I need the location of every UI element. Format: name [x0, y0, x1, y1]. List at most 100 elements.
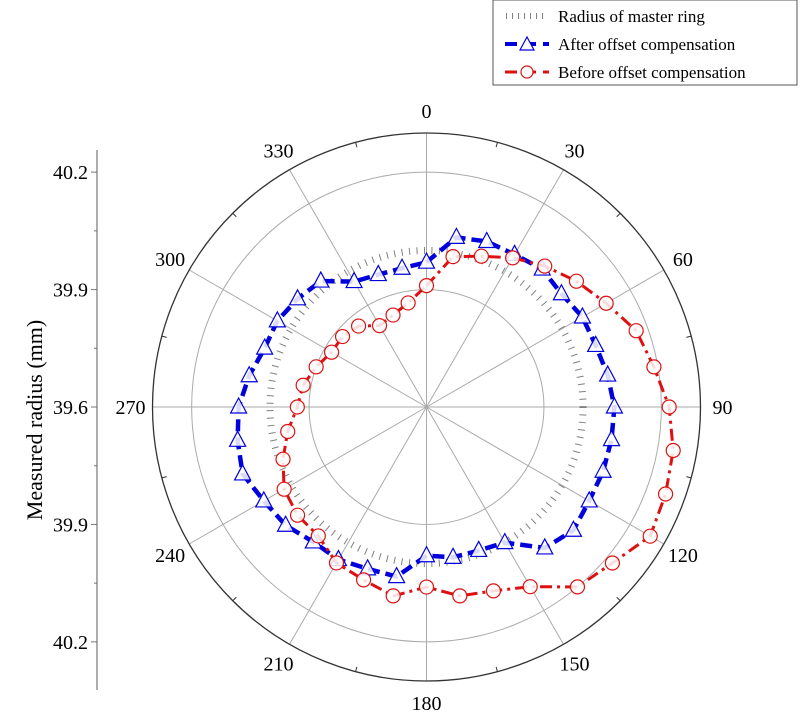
- data-point-circle: [522, 579, 538, 595]
- data-point-circle: [280, 423, 296, 440]
- grid-spoke: [426, 169, 564, 408]
- legend-swatch-before: [505, 65, 549, 79]
- angle-tick-label: 300: [155, 249, 185, 271]
- data-point-triangle: [311, 270, 330, 288]
- grid-spoke: [426, 406, 564, 645]
- data-point-circle: [642, 528, 658, 544]
- angle-tick-label: 330: [264, 141, 294, 163]
- outer-circle: [151, 132, 702, 682]
- data-point-triangle: [598, 364, 617, 382]
- legend-label-master-ring: Radius of master ring: [558, 7, 705, 26]
- data-point-circle: [646, 359, 662, 375]
- radial-tick-label: 40.2: [53, 632, 88, 654]
- data-point-triangle: [444, 547, 463, 564]
- data-point-circle: [418, 278, 435, 294]
- grid-spoke: [188, 269, 427, 408]
- outer-minor-tick: [616, 212, 621, 218]
- data-point-triangle: [495, 532, 514, 550]
- data-point-triangle: [369, 264, 388, 282]
- data-point-triangle: [345, 271, 364, 289]
- data-point-circle: [537, 258, 553, 274]
- data-point-triangle: [229, 396, 248, 414]
- data-point-triangle: [477, 231, 496, 249]
- grid-spoke: [188, 406, 427, 545]
- data-point-circle: [445, 249, 461, 265]
- data-point-circle: [295, 377, 311, 393]
- legend-label-before: Before offset compensation: [558, 63, 746, 82]
- data-point-circle: [289, 507, 306, 523]
- data-point-circle: [657, 486, 674, 502]
- angle-tick-label: 150: [560, 653, 590, 675]
- outer-minor-tick: [495, 666, 498, 672]
- data-point-circle: [598, 295, 614, 311]
- data-point-triangle: [602, 429, 621, 447]
- data-point-circle: [275, 451, 291, 467]
- data-point-triangle: [393, 257, 412, 275]
- data-point-triangle: [254, 490, 273, 508]
- data-point-circle: [310, 528, 326, 544]
- data-point-triangle: [255, 337, 274, 355]
- data-point-circle: [308, 359, 324, 375]
- data-point-circle: [661, 399, 677, 415]
- radial-tick-label: 39.6: [53, 397, 88, 419]
- data-point-circle: [350, 318, 367, 334]
- data-point-circle: [385, 307, 401, 323]
- radial-tick-label: 40.2: [53, 162, 88, 184]
- outer-minor-tick: [232, 212, 237, 218]
- legend: Radius of master ring After offset compe…: [492, 0, 798, 86]
- angle-tick-label: 270: [116, 397, 146, 419]
- angle-tick-label: 210: [264, 653, 294, 675]
- series-layer: [228, 227, 681, 604]
- outer-minor-tick: [616, 596, 621, 602]
- angle-tick-label: 180: [412, 693, 442, 710]
- angle-tick-label: 30: [565, 141, 585, 163]
- data-point-circle: [628, 323, 644, 339]
- radial-tick-label: 39.9: [53, 514, 88, 536]
- data-point-triangle: [447, 227, 466, 244]
- data-point-circle: [485, 583, 502, 599]
- data-point-circle: [371, 318, 388, 334]
- data-point-circle: [323, 344, 340, 360]
- grid-spoke: [426, 269, 665, 408]
- radial-axis: Measured radius (mm) 40.2 39.9 39.6 39.9 40.…: [22, 150, 98, 690]
- data-point-circle: [604, 555, 621, 571]
- outer-minor-tick: [232, 596, 237, 602]
- data-point-triangle: [276, 514, 295, 532]
- legend-swatch-after: [505, 35, 549, 51]
- data-point-circle: [505, 250, 521, 266]
- grid-spoke: [426, 406, 665, 545]
- data-point-circle: [385, 588, 401, 604]
- data-point-circle: [568, 273, 585, 289]
- data-point-triangle: [228, 430, 247, 447]
- angle-tick-label: 60: [673, 249, 693, 271]
- outer-minor-tick: [686, 476, 692, 479]
- data-point-triangle: [573, 306, 592, 324]
- outer-minor-tick: [161, 335, 167, 338]
- data-point-circle: [473, 248, 489, 264]
- outer-minor-tick: [355, 142, 358, 148]
- legend-label-after: After offset compensation: [558, 35, 736, 54]
- data-point-triangle: [552, 283, 571, 301]
- data-point-triangle: [417, 251, 436, 269]
- data-point-triangle: [387, 566, 406, 584]
- grid-spoke: [289, 406, 427, 645]
- radial-tick-label: 39.9: [53, 280, 88, 302]
- outer-minor-tick: [495, 142, 498, 148]
- data-point-triangle: [605, 396, 624, 414]
- data-point-circle: [334, 328, 351, 345]
- data-point-triangle: [580, 490, 599, 508]
- data-point-triangle: [417, 545, 436, 563]
- data-point-triangle: [469, 540, 488, 558]
- data-point-circle: [452, 588, 468, 604]
- data-point-triangle: [564, 520, 583, 537]
- data-point-triangle: [288, 288, 307, 306]
- master-ring-circle: [266, 246, 587, 568]
- outer-minor-tick: [686, 335, 692, 338]
- data-point-triangle: [240, 365, 259, 383]
- data-point-circle: [569, 579, 586, 595]
- grid-spoke: [289, 169, 427, 408]
- polar-grid: 0 30 60 90 120 150 180 210 240 270 300 330: [116, 101, 733, 715]
- outer-minor-tick: [161, 476, 167, 479]
- data-point-triangle: [268, 310, 287, 328]
